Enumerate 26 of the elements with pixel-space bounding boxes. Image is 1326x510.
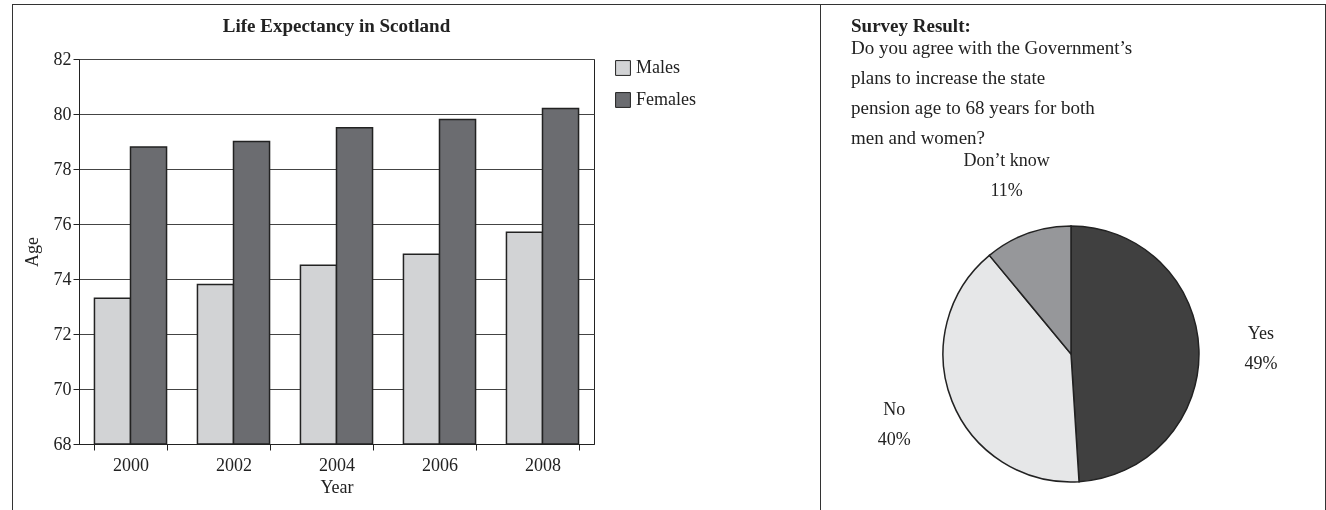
data-label: 40% [877, 428, 911, 449]
y-tick-label: 82 [53, 48, 72, 69]
x-tick-label: 2004 [319, 454, 355, 475]
chart-title: Survey Result: [851, 15, 971, 37]
legend-label: Males [636, 57, 680, 77]
x-tick-label: 2002 [216, 454, 252, 475]
data-label: 11% [990, 180, 1023, 201]
y-tick-label: 78 [53, 158, 72, 179]
legend-label: Females [636, 89, 696, 109]
y-tick-label: 76 [53, 213, 72, 234]
data-label: 49% [1244, 353, 1278, 374]
x-axis-title: Year [320, 476, 354, 497]
chart-subtitle: Do you agree with the Government’s plans to increase the state pension age to 68 years for both men and women? [851, 37, 1133, 149]
slice-label: Don’t know [963, 150, 1050, 171]
y-tick-label: 72 [53, 323, 72, 344]
slice-label: No [883, 398, 906, 419]
y-tick-label: 70 [53, 378, 72, 399]
x-tick-label: 2006 [422, 454, 458, 475]
y-tick-label: 80 [53, 103, 72, 124]
y-tick-label: 74 [53, 268, 72, 289]
y-axis-title: Age [21, 237, 42, 267]
x-tick-label: 2008 [525, 454, 561, 475]
slice-label: Yes [1247, 323, 1275, 344]
y-tick-label: 68 [53, 433, 72, 454]
x-tick-label: 2000 [113, 454, 149, 475]
chart-title: Life Expectancy in Scotland [222, 15, 451, 36]
